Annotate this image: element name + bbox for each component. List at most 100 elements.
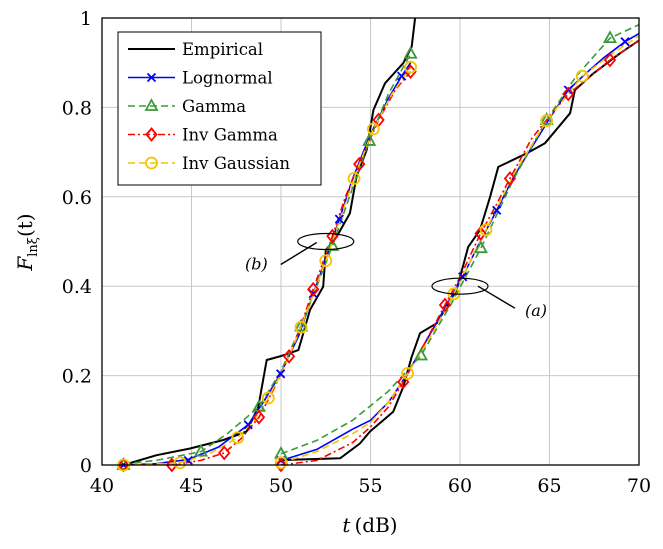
lognormal-marker: [563, 85, 573, 95]
x-axis-unit: (dB): [354, 513, 397, 537]
gamma-marker: [403, 45, 418, 59]
inv-gaussian-marker: [231, 431, 245, 445]
x-tick-label: 65: [537, 475, 561, 497]
inv-gamma-marker: [252, 409, 266, 425]
legend-item-empirical: Empirical: [128, 40, 263, 59]
inv-gaussian-marker: [274, 456, 288, 470]
annotation-b-leader: [280, 241, 318, 266]
inv-gamma-marker: [562, 86, 575, 102]
legend-marker-inv-gaussian: [145, 156, 158, 170]
annotation-a-leader: [477, 285, 516, 309]
lognormal-marker: [492, 205, 502, 215]
y-tick-label: 0.2: [62, 366, 92, 388]
lognormal-marker: [334, 214, 344, 224]
inv-gamma-marker: [404, 64, 417, 80]
x-axis-label: t (dB): [342, 513, 397, 537]
cross-marker-icon: [563, 85, 573, 95]
x-tick-label: 45: [179, 475, 203, 497]
legend-marker-gamma: [144, 98, 159, 111]
gamma-marker: [602, 30, 618, 44]
gamma-marker: [473, 240, 488, 254]
y-axis-label: Flnξ(t): [13, 213, 41, 271]
inv-gamma-marker: [307, 281, 320, 297]
legend-label-inv-gaussian: Inv Gaussian: [182, 154, 290, 173]
inv-gamma-marker: [474, 226, 487, 241]
inv-gaussian-marker: [404, 60, 417, 74]
legend-label-lognormal: Lognormal: [182, 69, 273, 88]
inv-gamma-marker: [397, 374, 410, 390]
cross-marker-icon: [334, 214, 344, 224]
gamma-marker: [362, 133, 377, 146]
annotation-b-ellipse: [297, 232, 355, 251]
inv-gaussian-marker: [261, 391, 275, 405]
legend-label-inv-gamma: Inv Gamma: [182, 126, 278, 145]
x-tick-label: 60: [448, 475, 472, 497]
y-axis-sub: lnξ: [26, 237, 41, 257]
inv-gamma-marker: [438, 297, 452, 313]
y-tick-label: 0: [80, 455, 92, 477]
inv-gaussian-marker: [401, 366, 414, 380]
legend-item-gamma: Gamma: [128, 97, 246, 116]
gamma-marker: [413, 347, 429, 361]
lognormal-marker: [276, 369, 286, 379]
y-axis-main: F: [13, 256, 37, 272]
inv-gamma-marker: [274, 457, 288, 473]
legend-item-inv-gaussian: Inv Gaussian: [128, 154, 290, 173]
inv-gaussian-marker: [347, 172, 361, 185]
legend: Empirical Lognormal Gamma Inv Gamma Inv Gaus…: [117, 31, 322, 186]
y-tick-label: 0.6: [62, 187, 92, 209]
inv-gaussian-marker: [319, 254, 333, 268]
legend-marker-lognormal: [146, 72, 157, 83]
x-axis-var: t: [342, 513, 351, 537]
inv-gamma-marker: [218, 445, 231, 461]
tick-labels: 40 45 50 55 60 65 70 0 0.2 0.4 0.6 0.8 1: [62, 8, 651, 497]
cross-marker-icon: [458, 272, 468, 282]
annotations: (b) (a): [245, 232, 547, 320]
x-tick-label: 40: [90, 475, 114, 497]
inv-gaussian-marker: [479, 223, 493, 237]
lognormal-marker: [458, 272, 468, 282]
gamma-marker: [325, 238, 340, 251]
inv-gamma-marker: [503, 171, 517, 186]
inv-gaussian-marker: [540, 114, 554, 128]
x-tick-label: 70: [627, 475, 651, 497]
cross-marker-icon: [243, 420, 253, 430]
marker-layer: [116, 30, 630, 473]
gamma-marker: [294, 318, 309, 332]
inv-gamma-marker: [603, 52, 617, 68]
legend-label-empirical: Empirical: [182, 40, 263, 59]
legend-item-inv-gamma: Inv Gamma: [128, 126, 278, 145]
lognormal-marker: [397, 71, 407, 81]
inv-gaussian-marker: [173, 456, 187, 470]
y-tick-label: 0.8: [62, 97, 92, 119]
empirical-curve-a: [279, 39, 639, 462]
cross-marker-icon: [397, 71, 407, 81]
x-tick-label: 50: [269, 475, 293, 497]
y-tick-label: 0.4: [62, 276, 92, 298]
inv-gaussian-marker: [575, 69, 589, 83]
cross-marker-icon: [492, 205, 502, 215]
plot-frame: [101, 17, 640, 466]
lognormal-marker: [243, 420, 253, 430]
inv-gamma-curve-a: [280, 39, 639, 465]
legend-box: [117, 31, 322, 186]
gamma-curve-a: [280, 23, 639, 455]
gamma-marker: [116, 457, 131, 470]
annotation-a-ellipse: [431, 277, 489, 295]
legend-item-lognormal: Lognormal: [128, 69, 273, 88]
legend-label-gamma: Gamma: [182, 97, 246, 116]
inv-gamma-marker: [353, 156, 366, 172]
cross-marker-icon: [276, 369, 286, 379]
inv-gaussian-marker: [294, 320, 308, 334]
x-tick-label: 55: [358, 475, 382, 497]
gamma-marker: [539, 112, 554, 125]
lognormal-marker: [620, 37, 630, 47]
gamma-marker: [193, 443, 209, 457]
y-axis-arg: (t): [13, 213, 37, 237]
legend-marker-inv-gamma: [145, 127, 158, 142]
y-tick-label: 1: [80, 8, 92, 30]
annotation-a-label: (a): [525, 301, 547, 320]
cross-marker-icon: [620, 37, 630, 47]
inv-gamma-marker: [282, 348, 296, 364]
